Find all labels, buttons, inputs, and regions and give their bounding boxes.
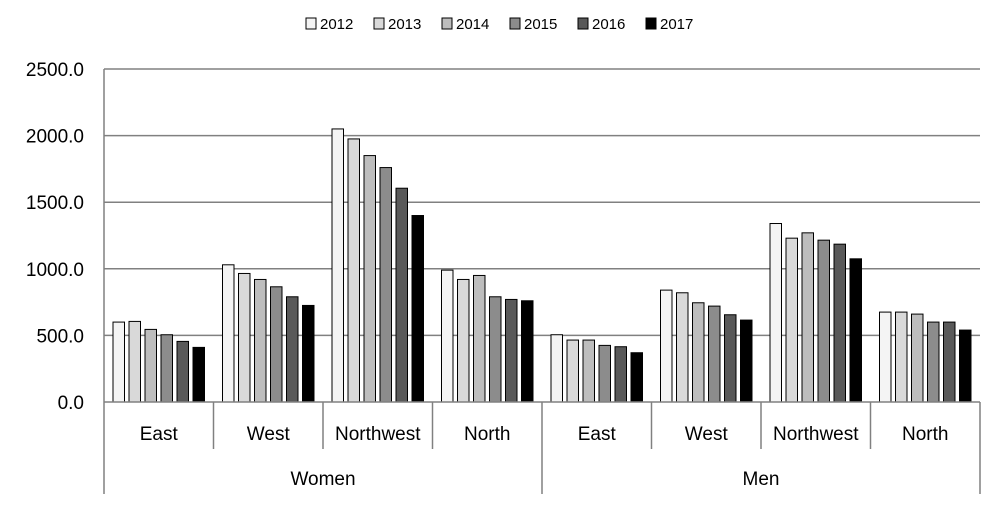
gridlines	[104, 68, 980, 337]
bar-2013-3	[347, 138, 360, 403]
bar-2012-5	[550, 334, 563, 403]
y-tick-label: 0.0	[58, 393, 84, 414]
legend-swatch-2013	[373, 17, 385, 30]
bar-2015-3	[379, 167, 392, 403]
bar-2012-1	[112, 321, 125, 403]
y-tick-label: 500.0	[36, 326, 84, 347]
bar-2016-7	[833, 243, 846, 403]
y-axis-ticks: 0.0 500.0 1000.0 1500.0 2000.0 2500.0	[26, 60, 84, 414]
legend-label-2013: 2013	[388, 16, 421, 33]
x-group-label: Men	[743, 469, 780, 490]
x-group-label: Women	[290, 469, 355, 490]
x-axis-categories: East West Northwest North Women East West North…	[140, 424, 949, 490]
bar-2016-8	[943, 321, 956, 403]
bar-2015-8	[927, 321, 940, 403]
bar-2015-7	[817, 239, 830, 403]
bar-2017-8	[959, 329, 972, 403]
bar-2012-6	[660, 289, 673, 403]
bar-2012-4	[441, 269, 454, 403]
x-category-label: North	[464, 424, 510, 445]
bar-2017-3	[411, 215, 424, 403]
legend: 2012 2013 2014 2015 2016 2017	[305, 16, 693, 33]
bar-2013-7	[785, 237, 798, 403]
bar-2015-5	[598, 344, 611, 403]
x-category-label: West	[685, 424, 729, 445]
bar-2012-2	[222, 264, 235, 403]
legend-swatch-2015	[509, 17, 521, 30]
bar-2013-1	[128, 320, 141, 403]
legend-swatch-2012	[305, 17, 317, 30]
x-category-label: West	[247, 424, 291, 445]
bar-2017-5	[630, 352, 643, 403]
bar-2014-6	[692, 302, 705, 403]
bar-2013-8	[895, 311, 908, 403]
x-category-label: East	[578, 424, 617, 445]
bar-2014-7	[801, 232, 814, 403]
bar-2014-4	[473, 274, 486, 403]
bar-2017-7	[849, 258, 862, 403]
legend-label-2014: 2014	[456, 16, 489, 33]
bar-2013-2	[238, 272, 251, 403]
bar-2012-3	[331, 128, 344, 403]
bar-2012-7	[769, 223, 782, 403]
bar-2016-5	[614, 346, 627, 403]
bar-2012-8	[879, 311, 892, 403]
legend-label-2017: 2017	[660, 16, 693, 33]
bar-2013-6	[676, 292, 689, 403]
y-tick-label: 2500.0	[26, 60, 84, 81]
legend-label-2012: 2012	[320, 16, 353, 33]
legend-label-2015: 2015	[524, 16, 557, 33]
x-category-label: East	[140, 424, 179, 445]
bar-2014-8	[911, 313, 924, 403]
x-category-label: Northwest	[773, 424, 859, 445]
bar-2017-6	[740, 319, 753, 403]
bar-2014-1	[144, 328, 157, 403]
bar-2016-4	[505, 298, 518, 403]
legend-swatch-2016	[577, 17, 589, 30]
legend-swatch-2014	[441, 17, 453, 30]
bar-2015-2	[270, 286, 283, 403]
bar-2013-4	[457, 278, 470, 403]
bar-2015-4	[489, 296, 502, 403]
bars	[112, 128, 972, 403]
bar-2016-1	[176, 340, 189, 403]
bar-2016-3	[395, 187, 408, 403]
y-tick-label: 2000.0	[26, 127, 84, 148]
bar-2014-3	[363, 155, 376, 403]
y-tick-label: 1000.0	[26, 260, 84, 281]
bar-2016-6	[724, 314, 737, 403]
bar-2017-1	[192, 346, 205, 403]
x-category-label: North	[902, 424, 948, 445]
legend-swatch-2017	[645, 17, 657, 30]
bar-2017-4	[521, 300, 534, 403]
bar-2015-6	[708, 305, 721, 403]
bar-2014-2	[254, 278, 267, 403]
legend-label-2016: 2016	[592, 16, 625, 33]
y-tick-label: 1500.0	[26, 193, 84, 214]
bar-2014-5	[582, 339, 595, 403]
bar-2017-2	[302, 304, 315, 403]
x-category-label: Northwest	[335, 424, 421, 445]
bar-2013-5	[566, 339, 579, 403]
bar-2015-1	[160, 334, 173, 403]
axes	[103, 69, 981, 494]
bar-2016-2	[286, 296, 299, 403]
